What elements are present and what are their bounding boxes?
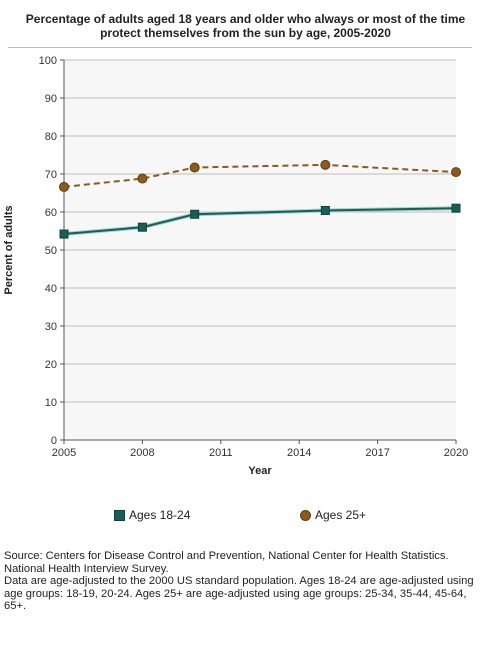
x-tick-label: 2017 (365, 447, 389, 459)
y-tick-label: 40 (45, 283, 57, 295)
methodology-note: Data are age-adjusted to the 2000 US sta… (4, 575, 474, 613)
y-tick-label: 20 (45, 359, 57, 371)
x-tick-label: 2011 (209, 447, 233, 459)
data-point-circle[interactable] (59, 181, 69, 192)
data-point-square[interactable] (320, 205, 330, 215)
x-tick-label: 2008 (130, 447, 154, 459)
data-point-circle[interactable] (189, 162, 200, 173)
y-tick-label: 70 (45, 169, 57, 181)
legend-label: Ages 18-24 (129, 508, 191, 522)
axes (60, 59, 457, 444)
series-circle (59, 159, 461, 192)
data-point-circle[interactable] (137, 173, 148, 184)
data-point-square[interactable] (190, 209, 200, 219)
data-point-circle[interactable] (320, 159, 331, 170)
data-point-square[interactable] (451, 203, 461, 213)
legend: Ages 18-24 Ages 25+ (0, 508, 491, 524)
data-point-circle[interactable] (451, 167, 461, 178)
y-axis-title: Percent of adults (3, 205, 15, 294)
circle-marker-icon (300, 509, 311, 521)
x-tick-label: 2005 (52, 447, 76, 459)
y-tick-label: 30 (45, 321, 57, 333)
data-point-square[interactable] (137, 222, 147, 232)
x-tick-labels: 2005 2008 2011 2014 2017 2020 (52, 447, 468, 459)
y-tick-label: 60 (45, 207, 57, 219)
legend-label: Ages 25+ (315, 508, 367, 522)
y-tick-label: 100 (39, 55, 57, 67)
data-point-square[interactable] (59, 229, 69, 239)
y-tick-label: 50 (45, 245, 57, 257)
x-tick-label: 2014 (287, 447, 311, 459)
data-series (59, 159, 461, 239)
source-note: Source: Centers for Disease Control and … (4, 550, 449, 575)
x-tick-label: 2020 (444, 447, 468, 459)
chart-title: Percentage of adults aged 18 years and o… (25, 12, 466, 40)
series-square (59, 203, 461, 239)
square-marker-icon (114, 509, 125, 521)
y-tick-label: 0 (51, 435, 57, 447)
title-divider (8, 47, 472, 48)
y-tick-labels: 0 10 20 30 40 50 60 70 80 90 100 (39, 55, 57, 447)
x-axis-title: Year (248, 465, 272, 477)
footnotes: Source: Centers for Disease Control and … (4, 550, 487, 613)
y-tick-label: 90 (45, 93, 57, 105)
y-tick-label: 80 (45, 131, 57, 143)
legend-item-ages-25-plus[interactable]: Ages 25+ (300, 508, 366, 522)
y-tick-label: 10 (45, 397, 57, 409)
legend-item-ages-18-24[interactable]: Ages 18-24 (114, 508, 190, 522)
